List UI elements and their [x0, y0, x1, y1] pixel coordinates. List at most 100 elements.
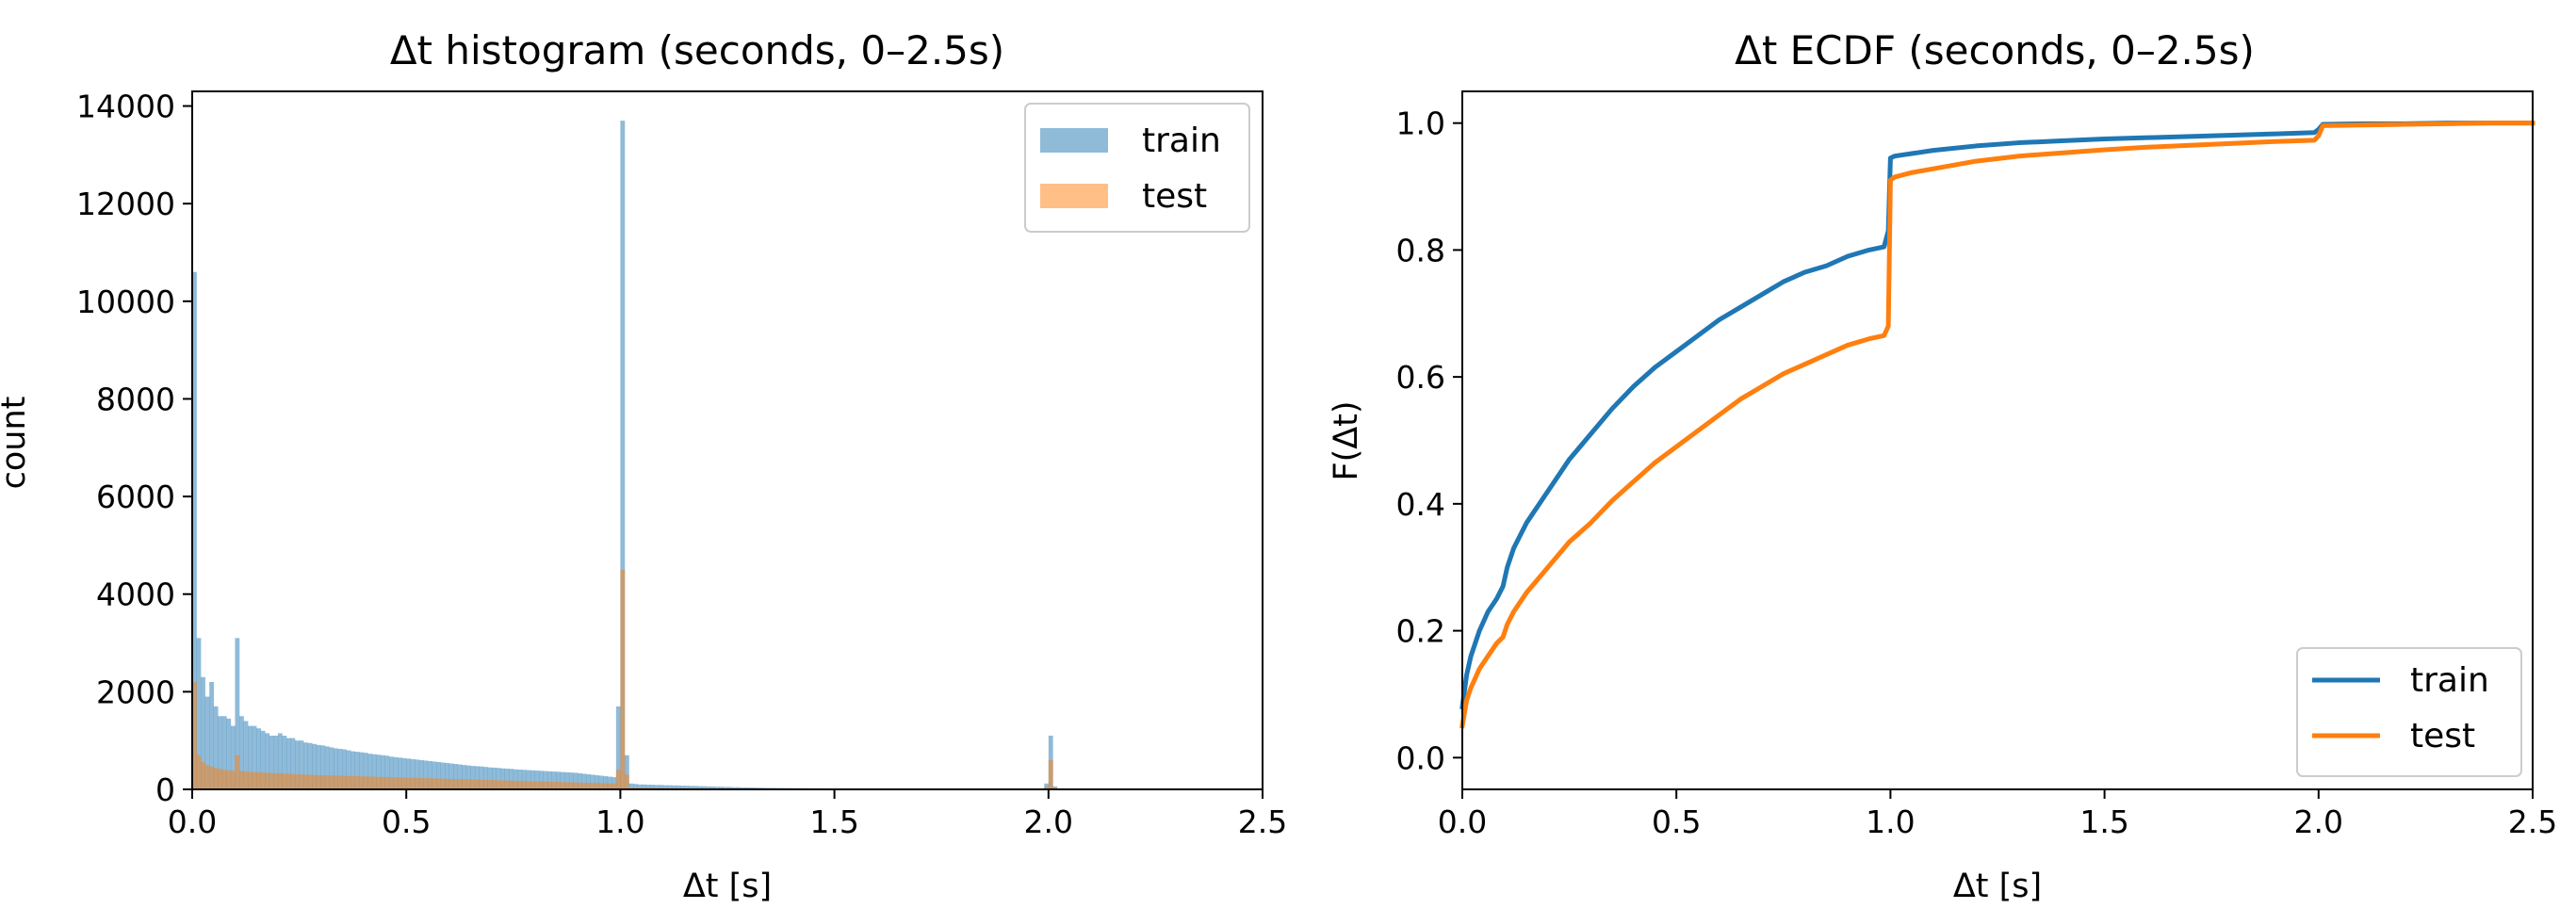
hist-bar-test-79: [530, 781, 535, 789]
histogram-panel: Δt histogram (seconds, 0–2.5s) 0.0 0.5 1.0…: [0, 27, 1287, 905]
hist-bar-train-73: [504, 768, 510, 789]
hist-y-tick-label-2: 4000: [96, 576, 175, 613]
hist-bar-test-94: [595, 783, 599, 789]
hist-bar-train-120: [706, 786, 711, 789]
ecdf-x-tick-label-5: 2.5: [2508, 803, 2557, 840]
histogram-legend-label-test: test: [1142, 177, 1207, 216]
ecdf-y-tick-label-4: 0.8: [1396, 232, 1445, 268]
hist-bar-train-59: [445, 763, 449, 789]
hist-bar-test-81: [539, 781, 544, 789]
ecdf-y-ticks: 0.0 0.2 0.4 0.6 0.8 1.0: [1396, 106, 1462, 776]
hist-bar-test-28: [312, 774, 318, 789]
hist-x-tick-label-0: 0.0: [168, 803, 217, 840]
hist-bar-train-125: [727, 787, 732, 789]
ecdf-axes-frame: [1461, 90, 2534, 790]
hist-bar-test-93: [590, 783, 595, 789]
hist-bar-test-199: [1044, 786, 1050, 789]
ecdf-y-tick-label-5: 1.0: [1396, 106, 1445, 142]
hist-bar-train-51: [410, 758, 416, 789]
hist-y-tick-label-3: 6000: [96, 479, 175, 515]
hist-bar-train-32: [329, 747, 334, 789]
hist-bar-test-22: [285, 773, 291, 789]
hist-bar-train-82: [543, 771, 548, 789]
hist-bar-test-57: [436, 778, 441, 789]
hist-bar-test-29: [316, 774, 321, 789]
hist-bar-train-84: [551, 771, 557, 789]
histogram-y-axis-label: count: [0, 397, 33, 490]
hist-x-tick-label-4: 2.0: [1024, 803, 1073, 840]
hist-bar-train-74: [509, 769, 514, 789]
hist-bar-train-8: [226, 718, 232, 789]
hist-bar-test-84: [551, 781, 557, 789]
hist-bar-train-15: [256, 728, 261, 789]
hist-bar-test-46: [389, 777, 394, 789]
hist-bar-test-83: [547, 781, 552, 789]
hist-bar-train-70: [492, 767, 497, 789]
ecdf-x-tick-label-2: 1.0: [1866, 803, 1915, 840]
hist-bar-train-36: [346, 750, 351, 789]
hist-bar-test-27: [307, 774, 313, 789]
hist-bar-train-64: [465, 765, 471, 789]
hist-bar-train-13: [248, 725, 253, 789]
hist-bar-train-66: [474, 766, 480, 789]
ecdf-panel: Δt ECDF (seconds, 0–2.5s) 0.0 0.5 1.0 1.5 2.…: [1328, 27, 2557, 905]
hist-bar-train-57: [436, 761, 441, 789]
hist-bar-train-48: [398, 757, 402, 789]
ecdf-title: Δt ECDF (seconds, 0–2.5s): [1735, 27, 2255, 73]
hist-bar-test-19: [273, 772, 279, 789]
hist-bar-test-89: [573, 782, 579, 789]
hist-bar-test-100: [620, 569, 626, 789]
histogram-legend-swatch-test: [1040, 184, 1108, 208]
ecdf-x-tick-label-1: 0.5: [1652, 803, 1701, 840]
hist-bar-train-1: [196, 638, 202, 789]
hist-bar-test-42: [371, 776, 377, 789]
hist-bar-train-101: [624, 755, 629, 789]
hist-bar-test-16: [260, 772, 266, 789]
hist-bar-test-61: [453, 779, 459, 789]
hist-bar-train-17: [265, 733, 270, 789]
ecdf-line-train: [1459, 121, 2535, 710]
hist-bar-train-126: [731, 787, 737, 789]
hist-bar-test-52: [415, 777, 420, 789]
hist-bar-test-0: [192, 682, 197, 789]
hist-bar-train-23: [290, 738, 296, 789]
hist-bar-train-14: [252, 725, 257, 789]
hist-bar-test-49: [401, 777, 407, 789]
hist-bar-test-48: [398, 777, 402, 789]
hist-bar-train-99: [615, 706, 621, 789]
ecdf-x-tick-label-3: 1.5: [2079, 803, 2128, 840]
histogram-x-ticks: 0.0 0.5 1.0 1.5 2.0 2.5: [168, 789, 1287, 840]
hist-bar-test-66: [474, 779, 480, 789]
hist-bar-test-32: [329, 775, 334, 789]
hist-bar-test-21: [282, 773, 287, 789]
hist-bar-train-97: [607, 776, 612, 789]
hist-bar-train-56: [432, 761, 437, 789]
hist-bar-train-69: [487, 767, 493, 789]
hist-bar-train-108: [654, 785, 660, 789]
hist-bar-train-201: [1052, 786, 1058, 789]
hist-bar-test-23: [290, 773, 296, 789]
hist-bar-train-106: [645, 785, 651, 789]
hist-bar-test-71: [496, 780, 501, 789]
hist-bar-train-107: [650, 785, 656, 789]
ecdf-legend-label-train: train: [2410, 661, 2489, 700]
hist-bar-test-62: [457, 779, 463, 789]
hist-bar-train-42: [371, 754, 377, 789]
hist-bar-train-10: [235, 638, 240, 789]
hist-bar-test-80: [534, 781, 540, 789]
hist-bar-test-33: [333, 775, 338, 789]
hist-bar-train-122: [714, 787, 720, 789]
ecdf-y-tick-label-0: 0.0: [1396, 739, 1445, 776]
ecdf-x-tick-label-0: 0.0: [1438, 803, 1487, 840]
hist-bar-train-77: [521, 770, 527, 789]
ecdf-x-tick-label-4: 2.0: [2294, 803, 2343, 840]
hist-bar-train-2: [201, 676, 205, 789]
hist-bar-test-70: [492, 780, 497, 789]
hist-bar-test-75: [513, 780, 518, 789]
hist-y-tick-label-4: 8000: [96, 381, 175, 417]
hist-bar-train-83: [547, 771, 552, 789]
hist-bar-train-72: [500, 768, 506, 789]
hist-bar-test-14: [252, 771, 257, 789]
hist-bar-train-61: [453, 764, 459, 789]
